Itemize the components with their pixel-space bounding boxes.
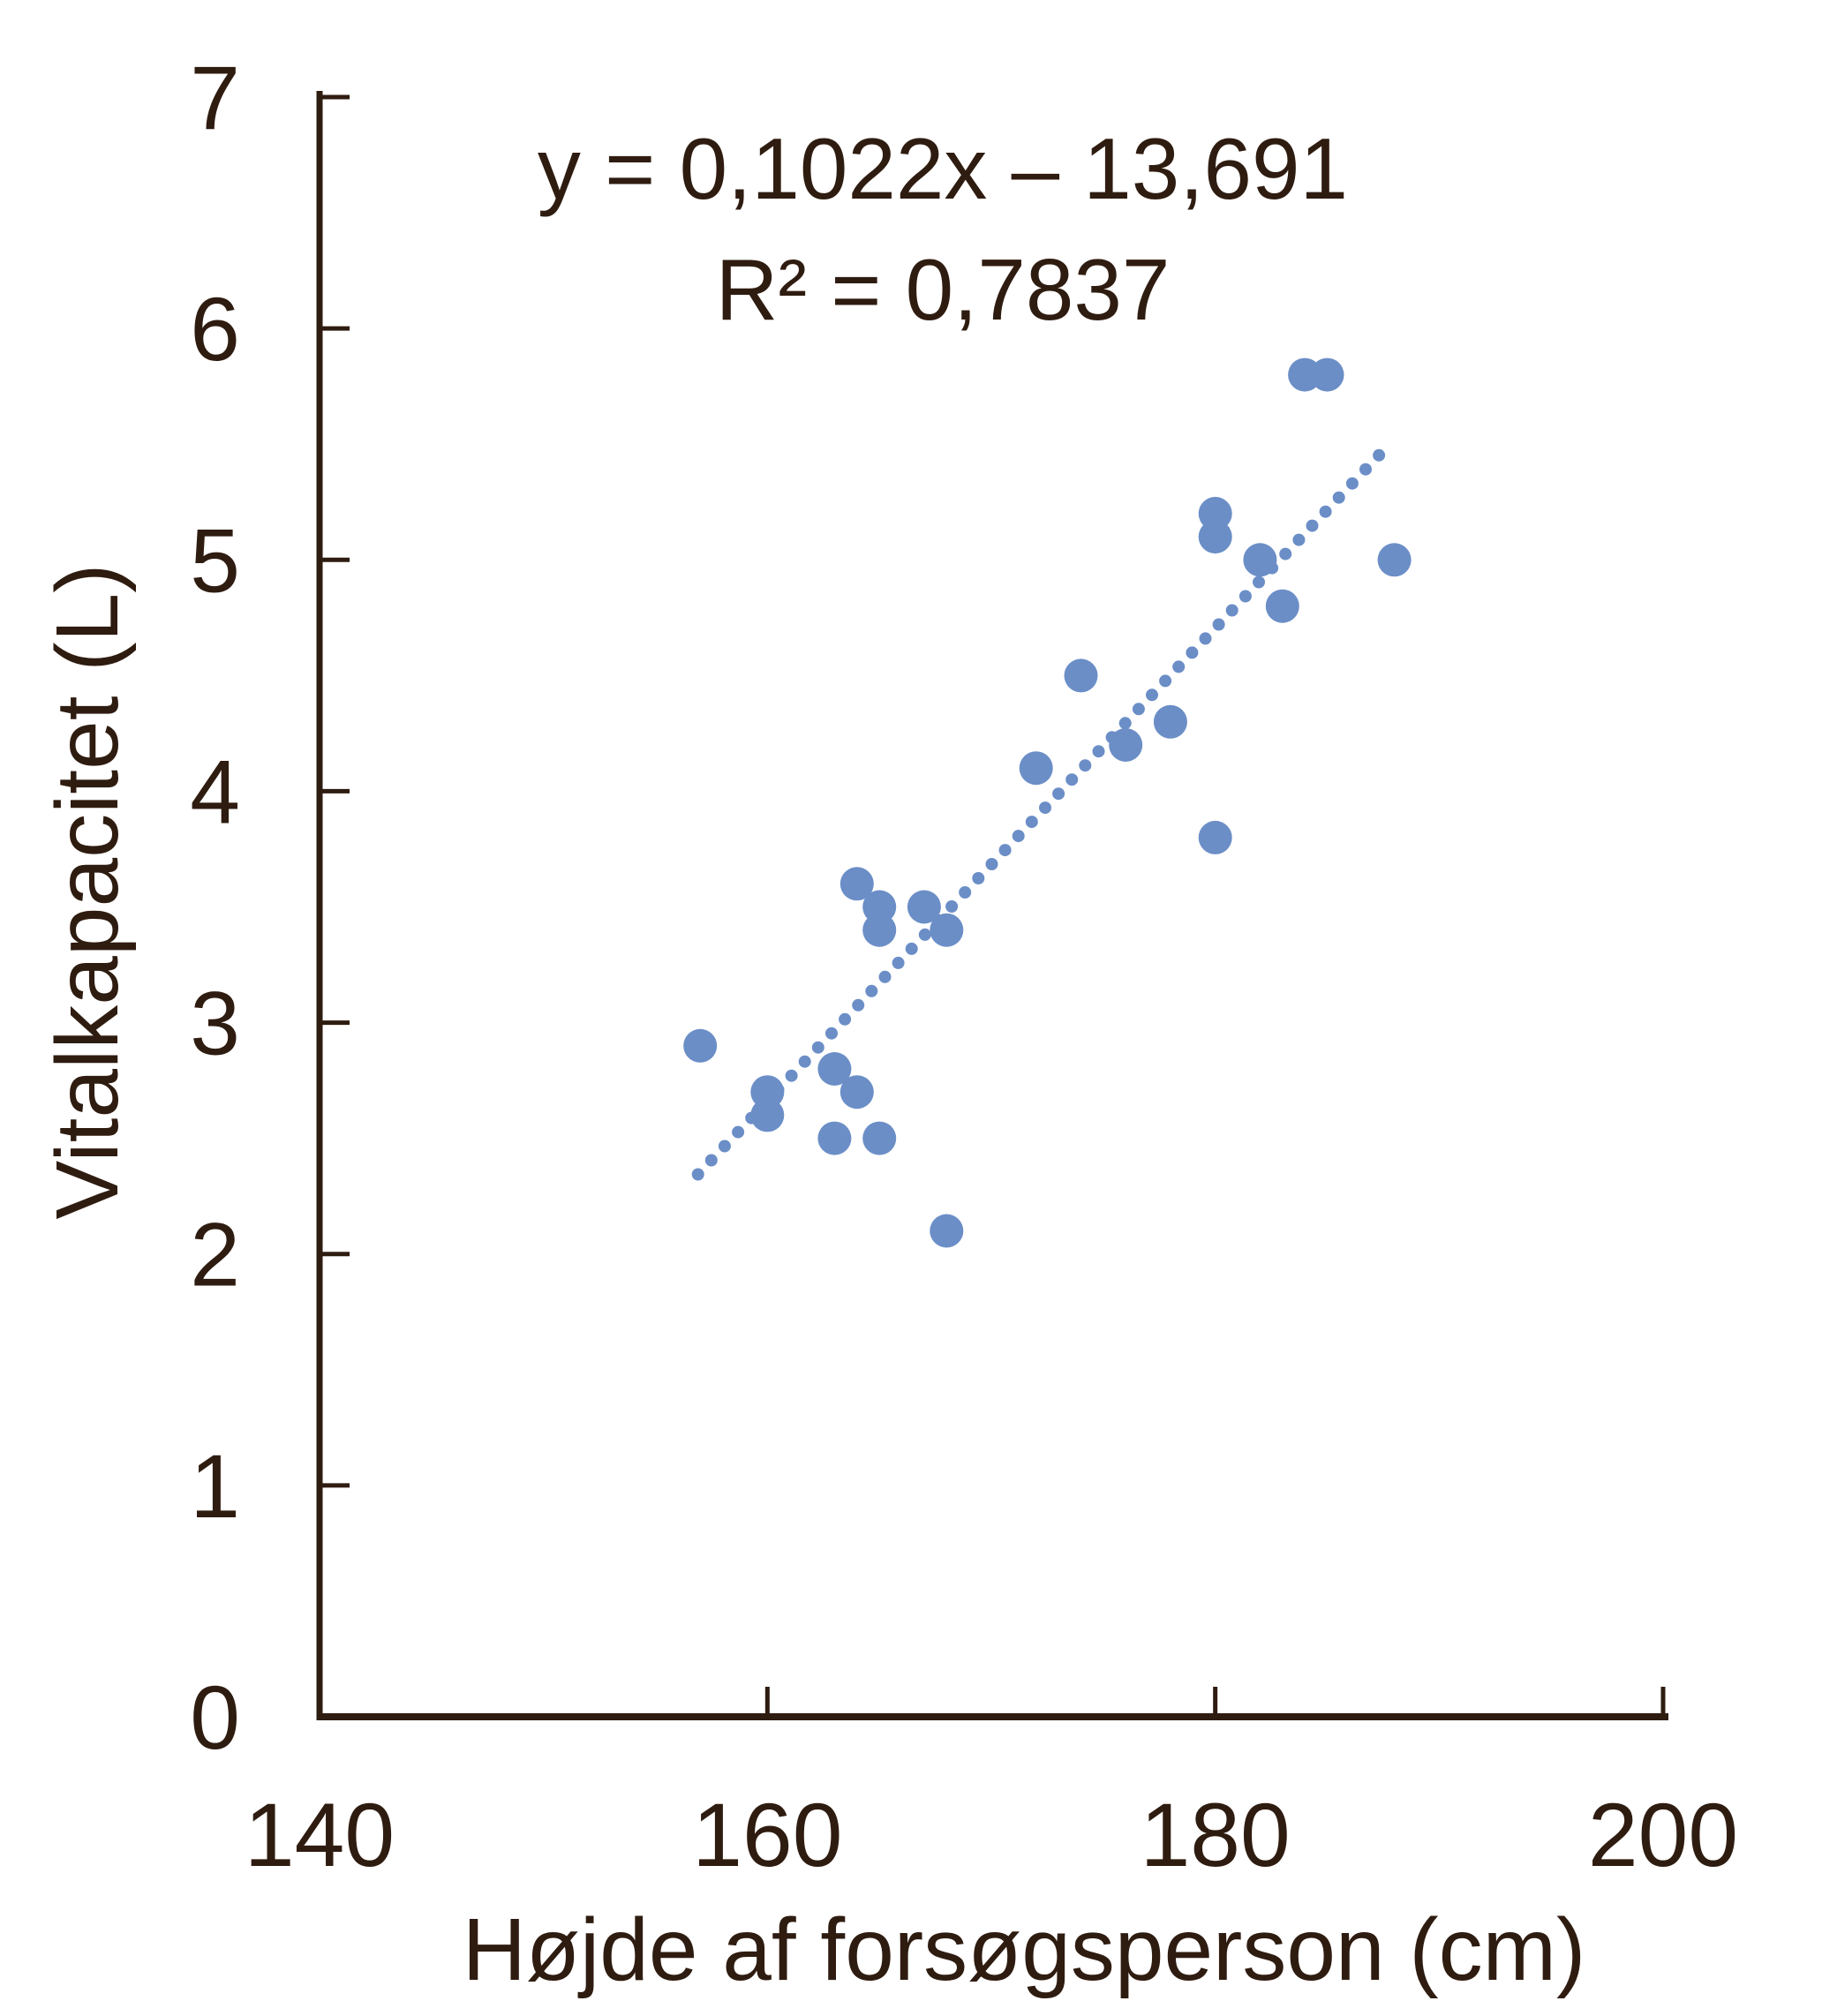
- x-tick-label: 140: [245, 1785, 395, 1885]
- scatter-point: [1377, 543, 1412, 577]
- axes: [316, 91, 1668, 1720]
- scatter-point: [1198, 820, 1232, 854]
- trend-dot: [892, 956, 905, 969]
- trend-dot: [1186, 646, 1199, 659]
- x-axis-title: Højde af forsøgsperson (cm): [463, 1900, 1586, 1999]
- y-tick-label: 7: [190, 48, 240, 148]
- trend-dot: [1359, 463, 1372, 476]
- trend-dot: [945, 900, 959, 913]
- trend-dot: [1306, 519, 1319, 532]
- trend-dot: [785, 1069, 798, 1082]
- trend-dot: [905, 942, 918, 955]
- trend-dot: [1239, 590, 1252, 603]
- trend-dot: [1332, 491, 1345, 504]
- trend-dot: [959, 886, 972, 899]
- y-tick-label: 5: [190, 510, 240, 611]
- y-axis-title: Vitalkapacitet (L): [38, 564, 137, 1220]
- scatter-point: [1243, 543, 1277, 577]
- scatter-point: [839, 867, 874, 901]
- trend-dot: [1212, 618, 1225, 631]
- trend-dot: [1279, 547, 1292, 560]
- trend-dot: [1345, 477, 1359, 490]
- trend-dot: [1079, 759, 1092, 772]
- trend-dot: [985, 858, 998, 870]
- scatter-point: [839, 1075, 874, 1110]
- x-tick-label: 200: [1588, 1785, 1738, 1885]
- scatter-point: [930, 913, 964, 947]
- scatter-point: [862, 890, 897, 924]
- trendline: [691, 448, 1386, 1181]
- trend-dot: [1199, 632, 1212, 645]
- trend-dot: [1172, 660, 1186, 673]
- trend-dot: [852, 998, 865, 1012]
- scatter-point: [1310, 357, 1344, 392]
- scatter-point: [1064, 658, 1098, 693]
- trend-dot: [825, 1027, 838, 1040]
- scatter-point: [1198, 496, 1232, 530]
- trend-dot: [1118, 717, 1132, 730]
- scatter-point: [862, 913, 897, 947]
- trend-dot: [918, 928, 931, 941]
- scatter-point: [750, 1098, 785, 1132]
- y-tick-label: 0: [190, 1667, 240, 1768]
- scatter-point: [683, 1028, 718, 1063]
- trend-dot: [1012, 830, 1025, 843]
- scatter-point: [1153, 704, 1187, 739]
- trend-dot: [798, 1055, 811, 1068]
- scatter-point: [862, 1121, 897, 1155]
- x-tick-label: 180: [1141, 1785, 1291, 1885]
- scatter-point: [750, 1075, 785, 1110]
- trend-dot: [732, 1125, 745, 1139]
- scatter-point: [817, 1052, 852, 1086]
- trendline-equation-label: y = 0,1022x – 13,691: [538, 120, 1348, 217]
- scatter-point: [907, 890, 941, 924]
- scatter-point: [1265, 589, 1299, 623]
- trend-dot: [1319, 505, 1332, 518]
- y-tick-label: 1: [190, 1436, 240, 1537]
- scatter-point: [1198, 520, 1232, 554]
- y-tick-label: 4: [190, 741, 240, 842]
- trend-dot: [704, 1154, 718, 1167]
- scatter-point: [930, 1214, 964, 1248]
- trend-dot: [1159, 674, 1172, 688]
- trend-dot: [718, 1140, 731, 1153]
- trend-dot: [1225, 604, 1239, 617]
- scatter-point: [1109, 728, 1143, 762]
- trend-dot: [865, 984, 878, 997]
- trend-dot: [1092, 745, 1105, 758]
- trend-dot: [998, 844, 1012, 857]
- y-tick-label: 2: [190, 1205, 240, 1305]
- trend-dot: [691, 1168, 704, 1181]
- trend-dot: [1052, 787, 1065, 801]
- y-tick-label: 6: [190, 279, 240, 380]
- tick-labels: 0 1 2 3 4 5 6 7 140 160 180 200: [190, 48, 1738, 1885]
- trend-dot: [839, 1012, 852, 1026]
- trend-dot: [1132, 703, 1145, 716]
- x-tick-label: 160: [692, 1785, 842, 1885]
- y-tick-label: 3: [190, 974, 240, 1074]
- r-squared-label: R² = 0,7837: [716, 241, 1171, 338]
- trend-dot: [811, 1041, 824, 1054]
- trend-dot: [972, 872, 985, 884]
- trend-dot: [1146, 688, 1158, 702]
- trend-dot: [878, 970, 892, 983]
- trend-dot: [1373, 448, 1386, 462]
- trend-dot: [1292, 533, 1306, 546]
- trend-dot: [1039, 801, 1051, 815]
- scatter-point: [1019, 751, 1053, 786]
- trend-dot: [1025, 816, 1038, 829]
- trend-dot: [1253, 575, 1265, 589]
- trend-dot: [1065, 773, 1079, 786]
- scatter-points: [683, 357, 1412, 1248]
- scatter-point: [817, 1121, 852, 1155]
